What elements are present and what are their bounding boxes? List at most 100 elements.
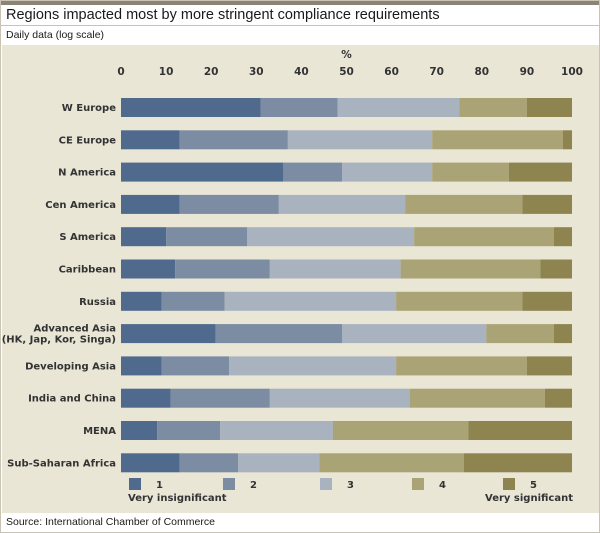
bar-segment	[121, 388, 171, 408]
legend-swatch	[412, 478, 424, 490]
chart-title: Regions impacted most by more stringent …	[6, 7, 440, 23]
bar-segment	[544, 388, 572, 408]
category-label: Advanced Asia	[34, 324, 117, 335]
x-tick-label: 20	[204, 66, 219, 78]
category-label: (HK, Jap, Kor, Singa)	[2, 335, 116, 346]
bar-segment	[121, 356, 162, 376]
bar-segment	[562, 130, 572, 150]
category-label: CE Europe	[59, 135, 117, 146]
bar-segment	[540, 259, 572, 279]
bar-segment	[269, 259, 401, 279]
bar-segment	[341, 324, 487, 344]
bar-segment	[247, 227, 415, 247]
bar-segment	[400, 259, 541, 279]
bar-segment	[121, 291, 162, 311]
bar-segment	[224, 291, 397, 311]
bar-segment	[179, 130, 288, 150]
bar-segment	[238, 453, 320, 473]
x-tick-label: 80	[474, 66, 489, 78]
bar-segment	[215, 324, 342, 344]
bar-segment	[283, 162, 342, 182]
bar-segment	[121, 324, 216, 344]
bar-segment	[396, 356, 527, 376]
x-tick-label: 0	[117, 66, 124, 78]
bar-segment	[432, 162, 509, 182]
bar-segment	[161, 356, 230, 376]
bar-segment	[179, 194, 279, 214]
legend-label: 2	[250, 480, 257, 491]
x-tick-label: 60	[384, 66, 399, 78]
bar-segment	[121, 421, 158, 440]
bar-segment	[121, 98, 261, 117]
legend-swatch	[503, 478, 515, 490]
bar-segment	[396, 291, 523, 311]
bar-segment	[287, 130, 433, 150]
title-divider	[1, 25, 599, 26]
legend-low-label: Very insignificant	[128, 493, 227, 504]
bar-segment	[121, 227, 167, 247]
x-tick-label: 40	[294, 66, 309, 78]
bar-segment	[170, 388, 270, 408]
bar-segment	[414, 227, 554, 247]
bar-segment	[522, 291, 572, 311]
bar-segment	[166, 227, 248, 247]
bar-segment	[121, 162, 284, 182]
category-label: W Europe	[62, 103, 116, 114]
bar-segment	[526, 98, 572, 117]
category-label: Cen America	[45, 200, 116, 211]
bar-segment	[486, 324, 554, 344]
bar-segment	[157, 421, 221, 440]
x-tick-label: 70	[429, 66, 444, 78]
bar-segment	[553, 324, 572, 344]
bar-segment	[341, 162, 433, 182]
x-tick-label: 30	[249, 66, 264, 78]
bar-segment	[319, 453, 464, 473]
bar-segment	[229, 356, 397, 376]
bar-segment	[553, 227, 572, 247]
bar-segment	[459, 98, 527, 117]
x-tick-label: 10	[159, 66, 174, 78]
bar-segment	[175, 259, 270, 279]
legend-swatch	[129, 478, 141, 490]
chart-subtitle: Daily data (log scale)	[6, 29, 105, 41]
category-label: Sub-Saharan Africa	[7, 458, 116, 469]
category-label: Russia	[79, 297, 116, 308]
bar-segment	[432, 130, 563, 150]
bar-segment	[179, 453, 239, 473]
bar-segment	[522, 194, 572, 214]
x-tick-label: 90	[520, 66, 535, 78]
category-label: Developing Asia	[25, 361, 116, 372]
x-axis-label: %	[341, 49, 352, 61]
legend-swatch	[320, 478, 332, 490]
legend-label: 5	[530, 480, 537, 491]
bar-segment	[121, 259, 176, 279]
x-tick-label: 50	[339, 66, 354, 78]
bar-segment	[121, 130, 180, 150]
category-label: India and China	[28, 394, 116, 405]
legend-label: 3	[347, 480, 354, 491]
bar-segment	[161, 291, 225, 311]
bar-segment	[508, 162, 572, 182]
bar-segment	[405, 194, 523, 214]
bar-segment	[260, 98, 338, 117]
bar-segment	[526, 356, 572, 376]
bar-segment	[332, 421, 469, 440]
bar-segment	[409, 388, 545, 408]
source-note: Source: International Chamber of Commerc…	[6, 516, 215, 528]
category-label: S America	[59, 232, 116, 243]
bar-segment	[220, 421, 333, 440]
legend-label: 1	[156, 480, 163, 491]
legend-high-label: Very significant	[485, 493, 573, 504]
bar-segment	[269, 388, 410, 408]
x-tick-label: 100	[561, 66, 583, 78]
legend-label: 4	[439, 480, 446, 491]
bar-segment	[463, 453, 572, 473]
legend-swatch	[223, 478, 235, 490]
top-accent-bar	[1, 1, 599, 5]
bar-segment	[121, 194, 180, 214]
category-label: MENA	[83, 426, 116, 437]
bar-segment	[337, 98, 460, 117]
bar-segment	[468, 421, 572, 440]
